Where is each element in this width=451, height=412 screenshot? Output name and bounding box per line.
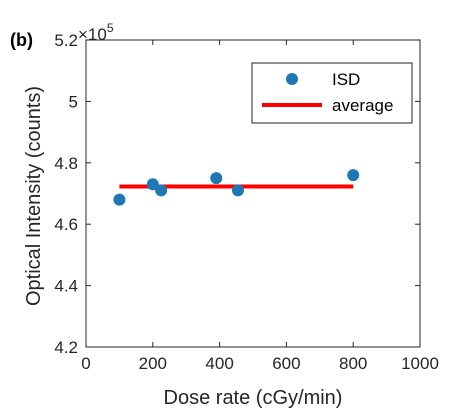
y-tick-label: 4.8 (54, 154, 78, 173)
x-tick-label: 800 (339, 354, 367, 373)
y-axis-ticks: 4.2 4.4 4.6 4.8 5 5.2 (54, 31, 420, 357)
y-multiplier-base: ×10 (78, 25, 107, 44)
x-axis-label: Dose rate (cGy/min) (164, 387, 343, 409)
legend-box (251, 62, 413, 124)
isd-data-point (113, 193, 126, 206)
isd-data-point (155, 184, 168, 197)
y-tick-label: 4.4 (54, 277, 78, 296)
isd-data-point (146, 178, 159, 191)
isd-data-point (231, 184, 244, 197)
legend-label-isd: ISD (332, 70, 360, 89)
legend-label-average: average (332, 96, 393, 115)
axes-frame (85, 39, 421, 348)
y-tick-label: 4.2 (54, 338, 78, 357)
plot-area-border (85, 39, 421, 348)
x-tick-label: 400 (205, 354, 233, 373)
y-axis-label: Optical Intensity (counts) (23, 86, 45, 306)
plot-series (113, 169, 360, 206)
y-multiplier-exponent: 5 (107, 21, 114, 35)
y-tick-label: 5 (69, 92, 78, 111)
legend: ISD average (251, 62, 413, 124)
x-tick-label: 200 (139, 354, 167, 373)
x-tick-label: 1000 (401, 354, 439, 373)
isd-data-point (210, 172, 223, 185)
legend-marker-isd (286, 73, 298, 85)
panel-label: (b) (10, 30, 33, 50)
x-axis-ticks: 0 200 400 600 800 1000 (81, 40, 439, 373)
y-tick-label: 5.2 (54, 31, 78, 50)
x-tick-label: 0 (81, 354, 90, 373)
y-tick-label: 4.6 (54, 215, 78, 234)
x-tick-label: 600 (272, 354, 300, 373)
y-multiplier: ×105 (78, 21, 114, 44)
isd-data-point (347, 169, 360, 182)
